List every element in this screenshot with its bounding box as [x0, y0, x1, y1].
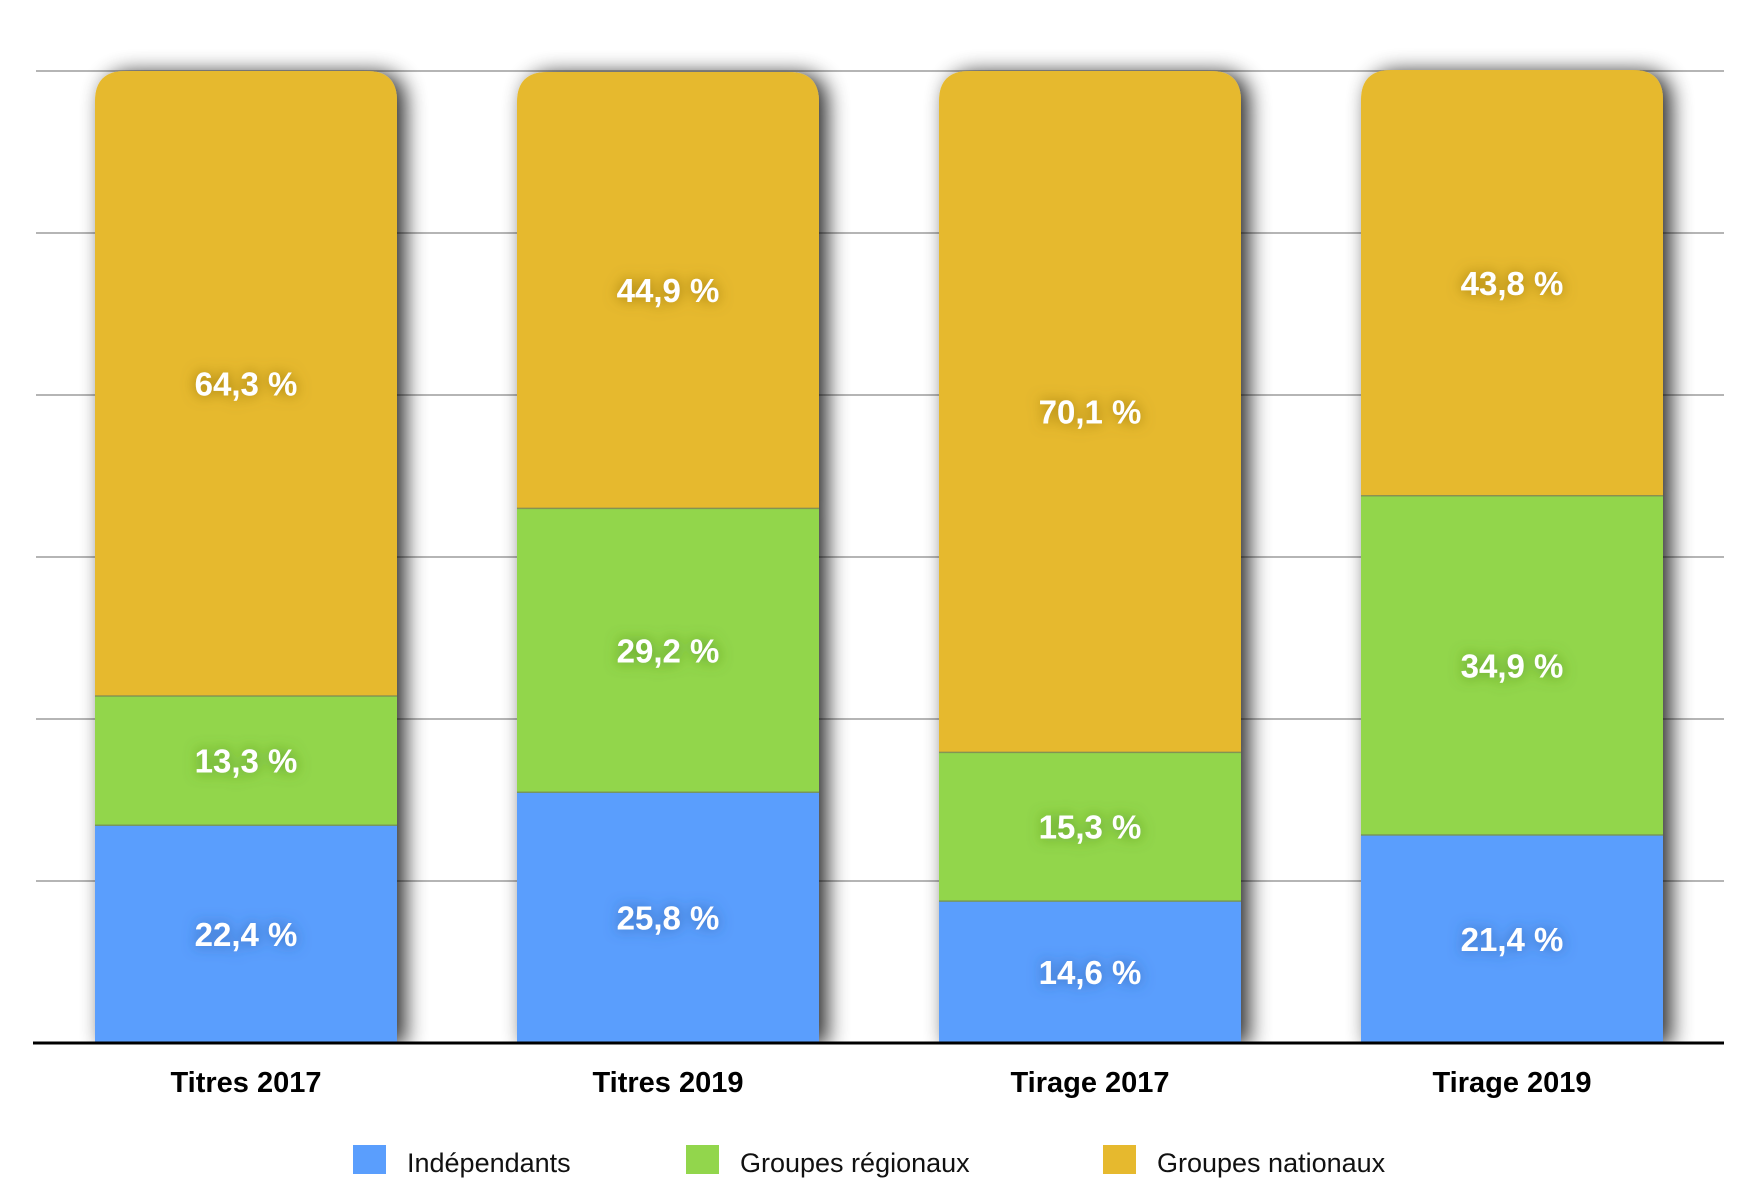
legend-label: Groupes nationaux — [1157, 1148, 1386, 1178]
legend-item: Groupes régionaux — [686, 1145, 970, 1178]
bar-segment — [1361, 834, 1663, 1044]
data-label: 15,3 % — [1039, 809, 1142, 846]
bar-stack-shadow-group — [939, 71, 1241, 1044]
x-tick-label: Titres 2019 — [592, 1067, 743, 1099]
data-label: 34,9 % — [1461, 647, 1564, 684]
bar-segment — [517, 71, 819, 509]
bar-segment — [939, 901, 1241, 1044]
data-label: 13,3 % — [195, 743, 298, 780]
bar-segment — [95, 825, 397, 1044]
bar-segment — [517, 792, 819, 1044]
legend-swatch — [686, 1145, 719, 1174]
category-labels: Titres 2017 Titres 2019 Tirage 2017 Tirage … — [170, 1067, 1591, 1099]
legend: Indépendants Groupes régionaux Groupes nat… — [353, 1145, 1386, 1178]
bar-stack-shadow-group — [517, 71, 819, 1044]
bar-segment — [517, 508, 819, 793]
legend-swatch — [1103, 1145, 1136, 1174]
bar-stack — [939, 71, 1241, 1044]
legend-swatch — [353, 1145, 386, 1174]
bar-stack — [517, 71, 819, 1044]
data-label: 25,8 % — [617, 900, 720, 937]
bar-stack — [95, 71, 397, 1044]
data-label: 29,2 % — [617, 632, 720, 669]
bar-stack-shadow-group — [95, 71, 397, 1044]
bar-segment — [95, 71, 397, 696]
legend-label: Indépendants — [407, 1148, 571, 1178]
bar-stack-shadow-group — [1361, 70, 1663, 1044]
bar-segment — [1361, 70, 1663, 496]
legend-item: Groupes nationaux — [1103, 1145, 1386, 1178]
data-label: 14,6 % — [1039, 954, 1142, 991]
bar-segment — [95, 695, 397, 826]
data-label: 44,9 % — [617, 272, 720, 309]
x-tick-label: Tirage 2017 — [1010, 1067, 1169, 1099]
x-tick-label: Tirage 2019 — [1432, 1067, 1591, 1099]
bar-segment — [939, 752, 1241, 902]
legend-label: Groupes régionaux — [740, 1148, 970, 1178]
data-label: 70,1 % — [1039, 394, 1142, 431]
x-tick-label: Titres 2017 — [170, 1067, 321, 1099]
bar-stack — [1361, 70, 1663, 1044]
bar-segment — [939, 71, 1241, 753]
data-label: 22,4 % — [195, 916, 298, 953]
data-label: 21,4 % — [1461, 921, 1564, 958]
bars: 22,4 % 13,3 % 64,3 % 25,8 % 29,2 % 44,9 % 14,6… — [95, 70, 1663, 1044]
data-label: 64,3 % — [195, 365, 298, 402]
bar-segment — [1361, 495, 1663, 836]
legend-item: Indépendants — [353, 1145, 571, 1178]
data-label: 43,8 % — [1461, 265, 1564, 302]
